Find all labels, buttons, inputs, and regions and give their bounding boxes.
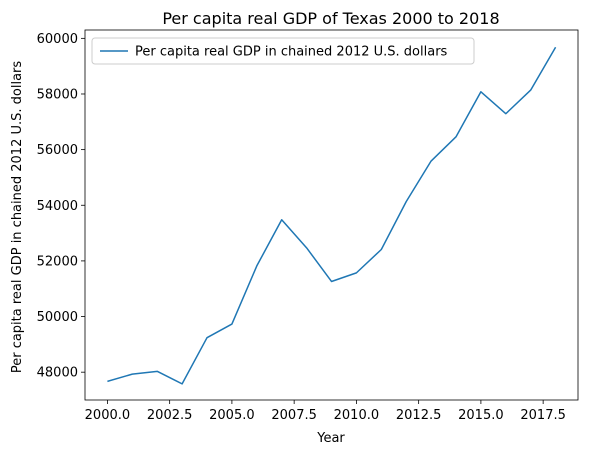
y-tick-label: 50000: [37, 310, 78, 325]
legend-box: [91, 37, 475, 65]
x-tick-label: 2017.5: [520, 408, 566, 423]
x-tick-label: 2002.5: [147, 408, 193, 423]
y-tick-label: 48000: [37, 366, 78, 381]
chart-title: Per capita real GDP of Texas 2000 to 201…: [162, 9, 499, 28]
x-tick-label: 2005.0: [209, 408, 255, 423]
plot-area: 2000.0 2002.5 2005.0 2007.5 2010.0 2012.5 2015…: [37, 29, 579, 423]
x-tick-label: 2012.5: [396, 408, 442, 423]
legend-label: Per capita real GDP in chained 2012 U.S.…: [135, 45, 448, 60]
y-tick-label: 58000: [37, 87, 78, 102]
x-tick-label: 2000.0: [85, 408, 131, 423]
x-axis-label: Year: [316, 431, 345, 446]
plot-frame: [84, 29, 579, 401]
x-tick-label: 2007.5: [271, 408, 317, 423]
y-tick-label: 60000: [37, 32, 78, 47]
y-axis-label: Per capita real GDP in chained 2012 U.S.…: [10, 61, 25, 374]
x-tick-label: 2015.0: [458, 408, 504, 423]
y-tick-label: 54000: [37, 199, 78, 214]
y-tick-label: 52000: [37, 254, 78, 269]
y-tick-label: 56000: [37, 143, 78, 158]
x-tick-label: 2010.0: [334, 408, 380, 423]
series-line-1: [107, 46, 557, 385]
